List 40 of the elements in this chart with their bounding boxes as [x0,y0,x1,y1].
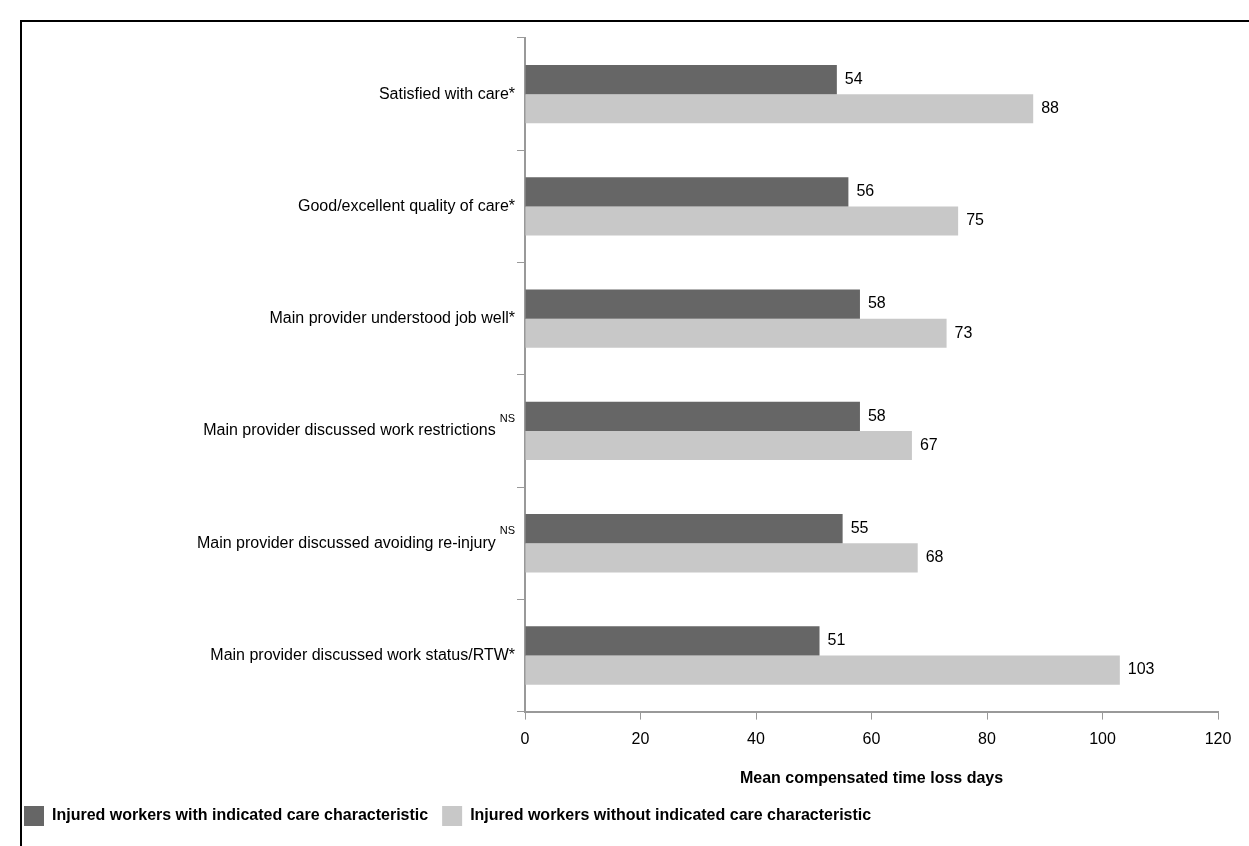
data-label: 54 [844,69,863,87]
bar [525,430,912,461]
data-label: 67 [919,435,938,453]
x-tick-label: 20 [631,729,650,747]
legend-label: Injured workers without indicated care characteristic [470,806,872,824]
bar [525,655,1120,685]
x-tick-label: 100 [1089,729,1116,747]
bar [525,318,947,348]
x-tick-label: 120 [1204,729,1232,747]
x-tick-label: 80 [978,729,996,747]
bar [525,177,849,207]
data-label: 88 [1041,99,1060,117]
bar [525,401,860,431]
y-tick-label: Good/excellent quality of care* [297,196,515,214]
data-label: 58 [867,294,886,312]
bar [525,543,918,573]
data-label: 68 [925,548,944,566]
data-label: 73 [954,323,973,341]
x-tick-label: 0 [520,729,530,747]
bar [525,514,843,544]
x-axis-title: Mean compensated time loss days [739,768,1004,786]
data-label: 56 [856,182,875,200]
y-tick-label: Main provider discussed avoiding re-injuryNS [196,524,515,551]
legend-label: Injured workers with indicated care characteristic [52,806,429,824]
x-tick-label: 40 [747,729,765,747]
data-label: 103 [1127,660,1155,678]
bar [525,206,959,236]
x-tick-label: 60 [862,729,881,747]
y-tick-label: Main provider understood job well* [269,309,515,327]
bar [525,289,860,319]
data-label: 58 [867,406,886,424]
bar [525,64,837,95]
y-tick-label: Main provider discussed work restrictionsNS [203,411,515,439]
data-label: 55 [850,519,869,537]
y-tick-label: Main provider discussed work status/RTW* [210,645,516,663]
bar [525,94,1034,124]
bar [525,626,820,656]
y-tick-label: Satisfied with care* [378,84,515,102]
data-label: 51 [827,631,846,649]
data-label: 75 [966,211,985,229]
